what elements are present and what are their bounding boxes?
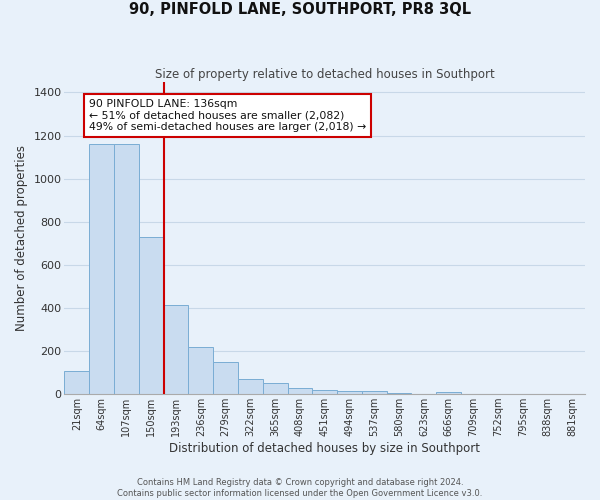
Bar	[238, 378, 263, 394]
Bar	[213, 362, 238, 394]
Bar	[337, 391, 362, 394]
Bar	[313, 390, 337, 394]
Bar	[89, 144, 114, 394]
Bar	[139, 237, 164, 394]
Text: 90 PINFOLD LANE: 136sqm
← 51% of detached houses are smaller (2,082)
49% of semi: 90 PINFOLD LANE: 136sqm ← 51% of detache…	[89, 99, 367, 132]
Bar	[386, 393, 412, 394]
Y-axis label: Number of detached properties: Number of detached properties	[15, 145, 28, 331]
Title: Size of property relative to detached houses in Southport: Size of property relative to detached ho…	[155, 68, 494, 80]
Bar	[64, 371, 89, 394]
Bar	[164, 304, 188, 394]
Text: 90, PINFOLD LANE, SOUTHPORT, PR8 3QL: 90, PINFOLD LANE, SOUTHPORT, PR8 3QL	[129, 2, 471, 18]
Text: Contains HM Land Registry data © Crown copyright and database right 2024.
Contai: Contains HM Land Registry data © Crown c…	[118, 478, 482, 498]
Bar	[436, 392, 461, 394]
X-axis label: Distribution of detached houses by size in Southport: Distribution of detached houses by size …	[169, 442, 480, 455]
Bar	[287, 388, 313, 394]
Bar	[362, 391, 386, 394]
Bar	[114, 144, 139, 394]
Bar	[188, 347, 213, 394]
Bar	[263, 384, 287, 394]
